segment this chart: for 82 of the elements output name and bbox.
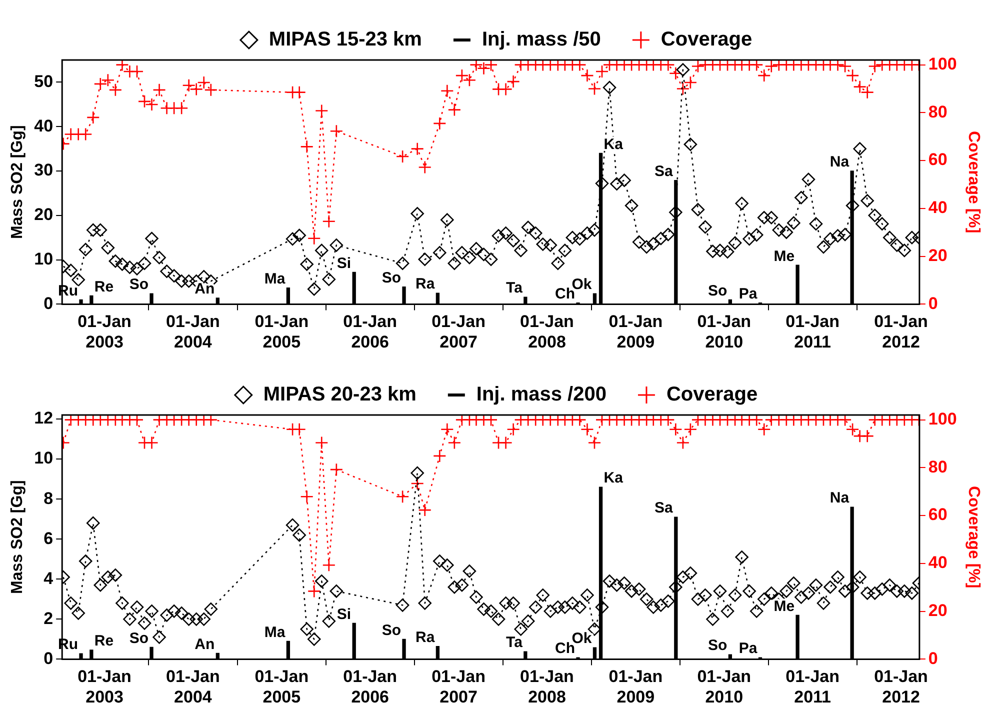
data-label: Ra bbox=[416, 276, 436, 293]
data-label: Na bbox=[830, 154, 850, 171]
y-tick-label: 50 bbox=[34, 72, 54, 91]
data-label: So bbox=[708, 637, 728, 654]
x-tick-label: 01-Jan 2006 bbox=[343, 312, 398, 352]
y-tick-label: 12 bbox=[34, 408, 54, 428]
x-tick-label: 01-Jan 2003 bbox=[78, 667, 132, 706]
data-label: Ta bbox=[506, 280, 524, 297]
y-tick-label: 40 bbox=[34, 116, 54, 136]
y2-tick-label: 100 bbox=[928, 409, 957, 428]
y-tick-label: 4 bbox=[44, 568, 54, 588]
data-label: Me bbox=[774, 598, 795, 615]
y-tick-label: 2 bbox=[44, 608, 54, 628]
data-label: Ra bbox=[416, 629, 436, 646]
data-label: Sa bbox=[654, 500, 674, 517]
x-tick-label: 01-Jan 2010 bbox=[697, 312, 752, 352]
y2-tick-label: 60 bbox=[928, 150, 948, 170]
y2-tick-label: 0 bbox=[928, 294, 938, 313]
data-label: So bbox=[129, 276, 149, 294]
y-tick-label: 6 bbox=[44, 528, 54, 548]
data-label: Pa bbox=[738, 286, 758, 303]
y2-tick-label: 0 bbox=[928, 648, 938, 668]
y-tick-label: 0 bbox=[44, 648, 54, 668]
y-tick-label: 8 bbox=[44, 488, 54, 508]
x-tick-label: 01-Jan 2009 bbox=[608, 312, 663, 352]
legend-label: Inj. mass /200 bbox=[476, 384, 606, 406]
x-tick-label: 01-Jan 2003 bbox=[78, 312, 132, 352]
data-label: Re bbox=[94, 632, 114, 650]
legend-label: MIPAS 20-23 km bbox=[263, 384, 416, 406]
y-tick-label: 0 bbox=[44, 294, 54, 313]
data-label: Pa bbox=[738, 640, 758, 658]
data-label: An bbox=[194, 636, 215, 653]
x-tick-label: 01-Jan 2007 bbox=[432, 667, 486, 706]
y2-axis-title: Coverage [%] bbox=[964, 130, 982, 234]
data-label: Si bbox=[336, 606, 352, 623]
data-label: So bbox=[382, 622, 402, 639]
y-tick-label: 10 bbox=[34, 249, 54, 268]
legend-label: Coverage bbox=[660, 28, 752, 51]
y2-tick-label: 40 bbox=[928, 198, 948, 218]
y2-tick-label: 80 bbox=[928, 457, 948, 476]
legend-label: MIPAS 15-23 km bbox=[268, 28, 422, 51]
x-tick-label: 01-Jan 2005 bbox=[254, 667, 309, 706]
y-tick-label: 30 bbox=[34, 160, 54, 180]
data-label: Ma bbox=[264, 270, 286, 288]
x-tick-label: 01-Jan 2008 bbox=[520, 667, 574, 706]
y2-tick-label: 20 bbox=[928, 601, 948, 620]
data-label: Ka bbox=[604, 136, 624, 153]
y2-tick-label: 80 bbox=[928, 102, 948, 122]
x-tick-label: 01-Jan 2009 bbox=[608, 667, 663, 706]
x-tick-label: 01-Jan 2011 bbox=[786, 667, 840, 706]
data-label: So bbox=[708, 282, 728, 300]
y2-axis-title: Coverage [%] bbox=[964, 486, 982, 588]
y2-tick-label: 40 bbox=[928, 553, 948, 572]
data-label: Ka bbox=[604, 470, 624, 487]
legend-label: Inj. mass /50 bbox=[482, 28, 601, 51]
x-tick-label: 01-Jan 2012 bbox=[874, 667, 928, 706]
y-axis-title: Mass SO2 [Gg] bbox=[9, 480, 26, 594]
data-label: Sa bbox=[654, 162, 674, 180]
y-axis-title: Mass SO2 [Gg] bbox=[9, 125, 26, 240]
x-tick-label: 01-Jan 2006 bbox=[343, 667, 398, 706]
data-label: Ma bbox=[264, 624, 286, 641]
y-tick-label: 10 bbox=[34, 448, 54, 468]
x-tick-label: 01-Jan 2004 bbox=[166, 667, 220, 706]
x-tick-label: 01-Jan 2007 bbox=[432, 312, 486, 352]
data-label: Si bbox=[336, 254, 352, 272]
y2-tick-label: 100 bbox=[928, 54, 957, 74]
y2-tick-label: 20 bbox=[928, 246, 948, 266]
y2-tick-label: 60 bbox=[928, 505, 948, 524]
data-label: So bbox=[129, 630, 149, 647]
x-tick-label: 01-Jan 2008 bbox=[520, 312, 574, 352]
x-tick-label: 01-Jan 2012 bbox=[874, 312, 928, 352]
x-tick-label: 01-Jan 2004 bbox=[166, 312, 220, 352]
data-label: Ta bbox=[506, 634, 524, 652]
data-label: Me bbox=[774, 248, 795, 265]
x-tick-label: 01-Jan 2010 bbox=[697, 667, 752, 706]
x-tick-label: 01-Jan 2005 bbox=[254, 312, 309, 352]
x-tick-label: 01-Jan 2011 bbox=[786, 312, 840, 352]
data-label: So bbox=[382, 270, 402, 287]
data-label: Na bbox=[830, 490, 850, 507]
legend-label: Coverage bbox=[666, 384, 758, 406]
data-label: Re bbox=[94, 278, 114, 296]
y-tick-label: 20 bbox=[34, 205, 54, 224]
